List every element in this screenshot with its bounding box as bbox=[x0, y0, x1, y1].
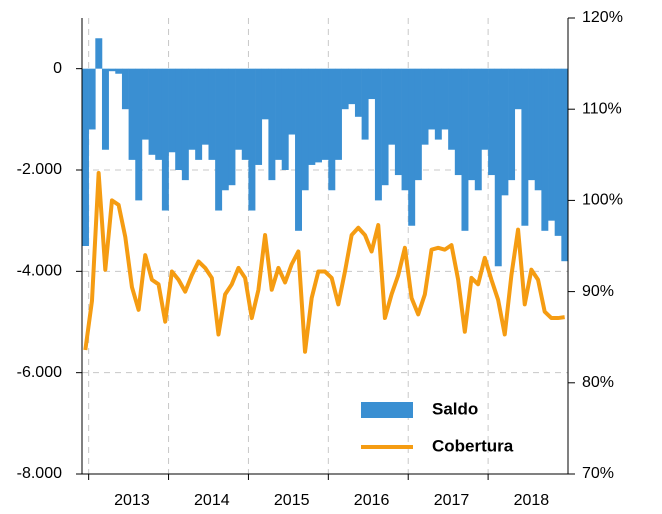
bar bbox=[108, 68, 116, 72]
bar bbox=[248, 68, 256, 211]
bar bbox=[554, 68, 562, 236]
bar bbox=[121, 68, 129, 110]
bar bbox=[494, 68, 502, 267]
x-tick-label: 2018 bbox=[514, 492, 550, 509]
bar bbox=[188, 68, 196, 150]
bar bbox=[101, 68, 109, 150]
bar bbox=[388, 68, 396, 145]
y2-tick-label: 100% bbox=[582, 192, 623, 209]
bar bbox=[308, 68, 316, 165]
bar bbox=[361, 68, 369, 140]
y-tick-label: 0 bbox=[53, 60, 62, 77]
bar bbox=[561, 68, 569, 262]
y2-tick-label: 110% bbox=[582, 100, 622, 117]
bar bbox=[315, 68, 322, 163]
bar bbox=[235, 68, 243, 150]
bar bbox=[401, 68, 409, 191]
line bbox=[83, 171, 565, 354]
bar bbox=[175, 68, 183, 170]
bar bbox=[155, 68, 163, 160]
bar bbox=[381, 68, 389, 186]
bar bbox=[434, 68, 442, 140]
bar bbox=[215, 68, 223, 211]
bar bbox=[275, 68, 283, 160]
bar bbox=[221, 68, 229, 191]
bar bbox=[501, 68, 509, 196]
bar bbox=[414, 68, 422, 181]
bar bbox=[328, 68, 336, 191]
bar bbox=[228, 68, 236, 186]
bar bbox=[208, 68, 216, 160]
bar bbox=[408, 68, 416, 226]
x-tick-label: 2016 bbox=[354, 492, 390, 509]
bar bbox=[514, 68, 522, 110]
bar bbox=[135, 68, 143, 201]
bar bbox=[161, 68, 169, 211]
y2-tick-label: 120% bbox=[582, 9, 623, 26]
bar bbox=[348, 68, 356, 105]
bar bbox=[82, 68, 89, 247]
legend-label: Cobertura bbox=[432, 436, 514, 455]
bar bbox=[195, 68, 203, 160]
bars bbox=[82, 38, 569, 267]
bar bbox=[374, 68, 382, 201]
x-tick-label: 2015 bbox=[274, 492, 310, 509]
bar bbox=[341, 68, 349, 110]
bar bbox=[534, 68, 542, 191]
bar bbox=[488, 68, 496, 176]
bar bbox=[461, 68, 469, 231]
x-tick-label: 2014 bbox=[194, 492, 230, 509]
bar bbox=[428, 68, 436, 130]
x-tick-label: 2017 bbox=[434, 492, 470, 509]
y-tick-label: -4.000 bbox=[17, 263, 62, 280]
bar bbox=[541, 68, 549, 231]
y2-tick-label: 70% bbox=[582, 465, 614, 482]
bar bbox=[548, 68, 555, 221]
bar bbox=[141, 68, 149, 140]
bar bbox=[168, 68, 176, 153]
bar bbox=[481, 68, 489, 150]
bar bbox=[288, 68, 296, 135]
bar bbox=[115, 68, 123, 74]
bar bbox=[394, 68, 402, 176]
bar bbox=[201, 68, 209, 145]
bar bbox=[441, 68, 449, 130]
bar bbox=[454, 68, 462, 176]
bar bbox=[261, 68, 269, 120]
bar bbox=[521, 68, 529, 226]
bar bbox=[334, 68, 342, 160]
y2-tick-label: 90% bbox=[582, 283, 614, 300]
y-tick-label: -6.000 bbox=[17, 364, 62, 381]
y-tick-label: -8.000 bbox=[17, 465, 62, 482]
y-tick-label: -2.000 bbox=[17, 161, 62, 178]
bar bbox=[421, 68, 429, 145]
bar bbox=[255, 68, 263, 165]
bar bbox=[508, 68, 516, 181]
legend-swatch bbox=[361, 402, 413, 418]
axes bbox=[76, 17, 575, 480]
bar bbox=[468, 68, 476, 181]
bar bbox=[528, 68, 536, 181]
bar bbox=[268, 68, 276, 181]
bar bbox=[448, 68, 456, 150]
bar bbox=[241, 68, 249, 160]
bar bbox=[368, 68, 376, 100]
bar bbox=[281, 68, 289, 170]
bar bbox=[295, 68, 302, 231]
y2-tick-label: 80% bbox=[582, 374, 614, 391]
bar bbox=[354, 68, 362, 117]
bar bbox=[95, 38, 103, 69]
bar bbox=[88, 68, 96, 130]
bar bbox=[474, 68, 482, 191]
lines bbox=[83, 171, 565, 354]
bar bbox=[301, 68, 309, 191]
bar bbox=[321, 68, 329, 160]
x-tick-label: 2013 bbox=[114, 492, 150, 509]
bar bbox=[181, 68, 189, 181]
bar bbox=[128, 68, 136, 160]
bar bbox=[148, 68, 156, 155]
legend-label: Saldo bbox=[432, 399, 478, 418]
